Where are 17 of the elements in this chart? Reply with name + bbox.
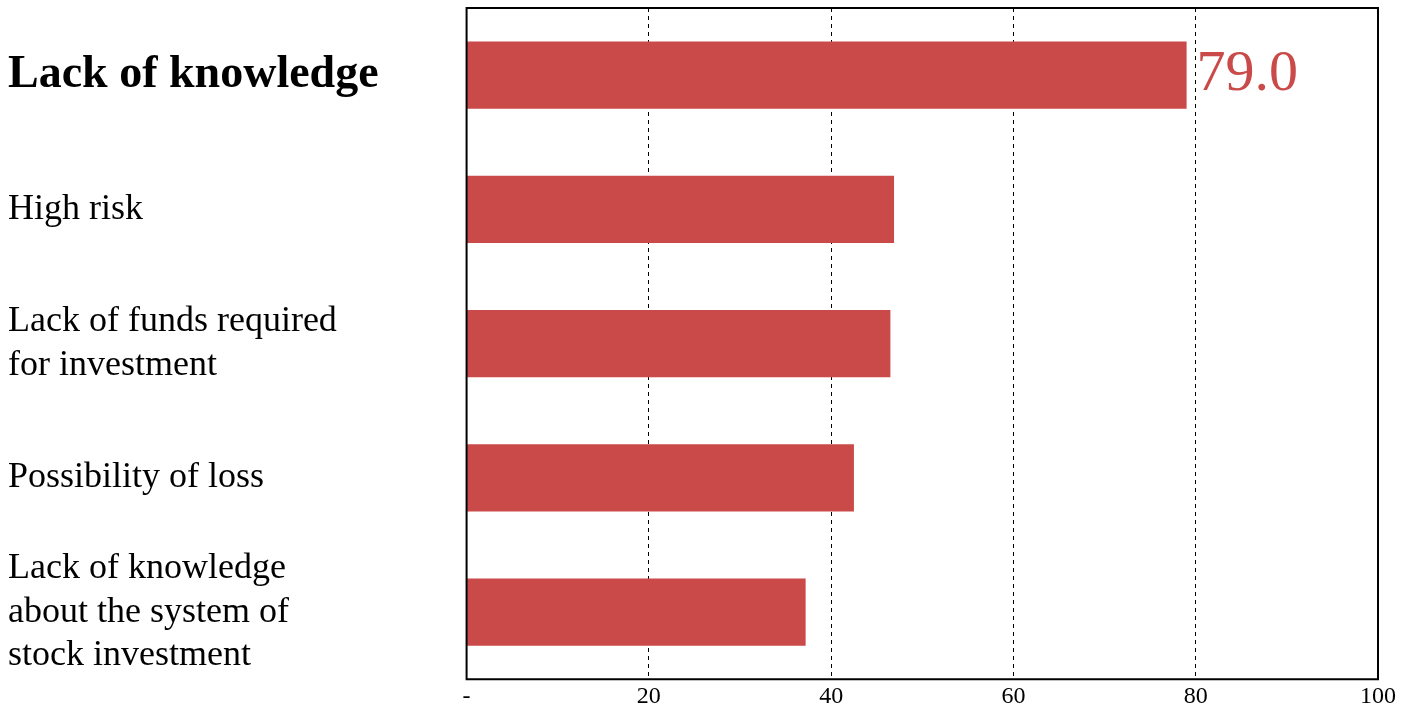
x-tick-label: 20 bbox=[636, 681, 661, 708]
x-tick-label: 40 bbox=[819, 681, 844, 708]
bar bbox=[467, 175, 895, 243]
bar bbox=[467, 578, 806, 646]
x-tick-label: 60 bbox=[1001, 681, 1026, 708]
bar bbox=[467, 310, 891, 378]
x-tick-label: - bbox=[462, 681, 471, 708]
y-tick-label: Lack of knowledge about the system of stock investment bbox=[8, 546, 289, 673]
y-tick-label: Possibility of loss bbox=[8, 455, 265, 496]
data-label: 79.0 bbox=[1196, 38, 1299, 104]
y-tick-label: Lack of funds required for investment bbox=[8, 299, 337, 383]
bar bbox=[467, 444, 854, 512]
x-tick-label: 100 bbox=[1360, 681, 1396, 708]
y-tick-label: High risk bbox=[8, 186, 143, 227]
bar bbox=[467, 41, 1187, 109]
y-tick-label: Lack of knowledge bbox=[8, 46, 379, 98]
x-tick-label: 80 bbox=[1183, 681, 1208, 708]
